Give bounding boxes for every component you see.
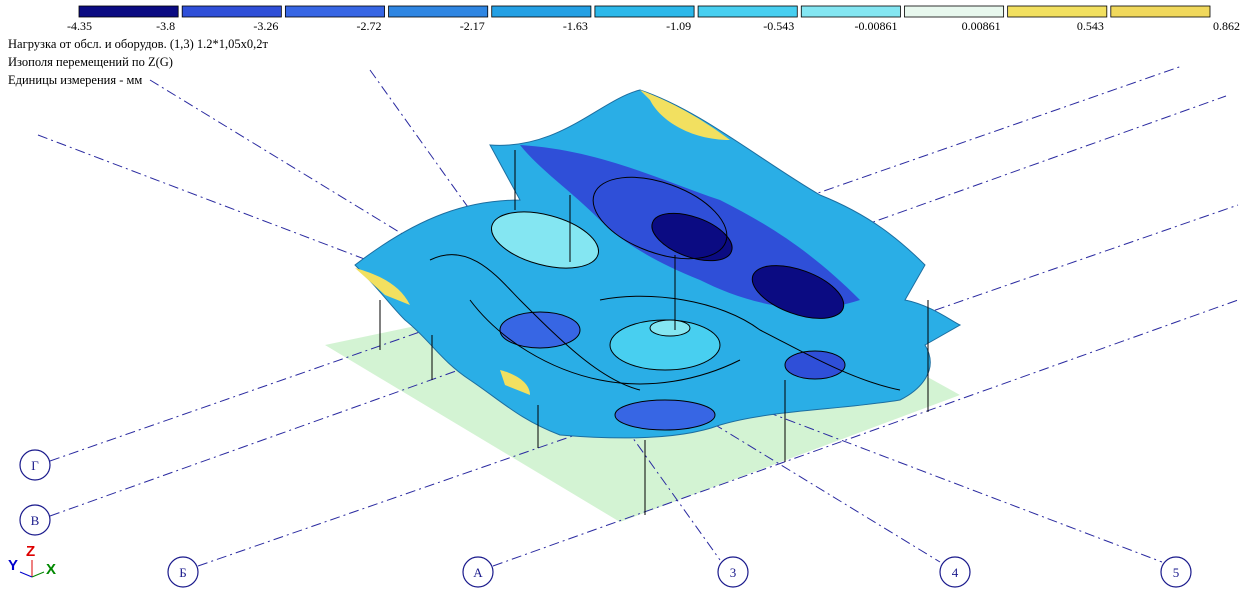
screen: -4.35 -3.8 -3.26 -2.72 -2.17 -1.63 -1.09 -0.543…	[0, 0, 1244, 589]
legend-label: -1.09	[666, 19, 691, 33]
axis-label: В	[31, 513, 40, 528]
triad-label: Y	[8, 557, 18, 574]
axis-label: 4	[952, 565, 959, 580]
axis-label: Г	[31, 458, 39, 473]
legend-label: -3.26	[253, 19, 278, 33]
legend-label: -2.72	[357, 19, 382, 33]
legend-swatch	[79, 6, 178, 17]
legend-label: -0.00861	[854, 19, 897, 33]
legend-swatch	[389, 6, 488, 17]
axis-label: 5	[1173, 565, 1180, 580]
legend-swatch	[801, 6, 900, 17]
legend-swatch	[595, 6, 694, 17]
legend-label: -4.35	[67, 19, 92, 33]
legend-label: -0.543	[763, 19, 794, 33]
triad: Y Z X	[8, 543, 56, 578]
legend-swatch	[285, 6, 384, 17]
info-line: Нагрузка от обсл. и оборудов. (1,3) 1.2*…	[8, 37, 269, 51]
legend-swatch	[1111, 6, 1210, 17]
axis-label: 3	[730, 565, 737, 580]
triad-x	[32, 572, 44, 577]
legend-swatch	[904, 6, 1003, 17]
legend-label: 0.00861	[962, 19, 1001, 33]
legend-swatch	[492, 6, 591, 17]
legend-label: 0.543	[1077, 19, 1104, 33]
legend-swatch	[182, 6, 281, 17]
triad-label: X	[46, 561, 56, 578]
triad-y	[20, 572, 32, 577]
triad-label: Z	[26, 543, 35, 560]
legend-label: -2.17	[460, 19, 485, 33]
axis-label: Б	[179, 565, 186, 580]
legend-label: 0.862	[1213, 19, 1240, 33]
legend-swatch	[698, 6, 797, 17]
axis-label: А	[473, 565, 483, 580]
info-line: Изополя перемещений по Z(G)	[8, 55, 173, 69]
legend-label: -1.63	[563, 19, 588, 33]
info-line: Единицы измерения - мм	[8, 73, 142, 87]
legend: -4.35 -3.8 -3.26 -2.72 -2.17 -1.63 -1.09 -0.543…	[67, 6, 1240, 33]
legend-swatch	[1008, 6, 1107, 17]
legend-label: -3.8	[156, 19, 175, 33]
